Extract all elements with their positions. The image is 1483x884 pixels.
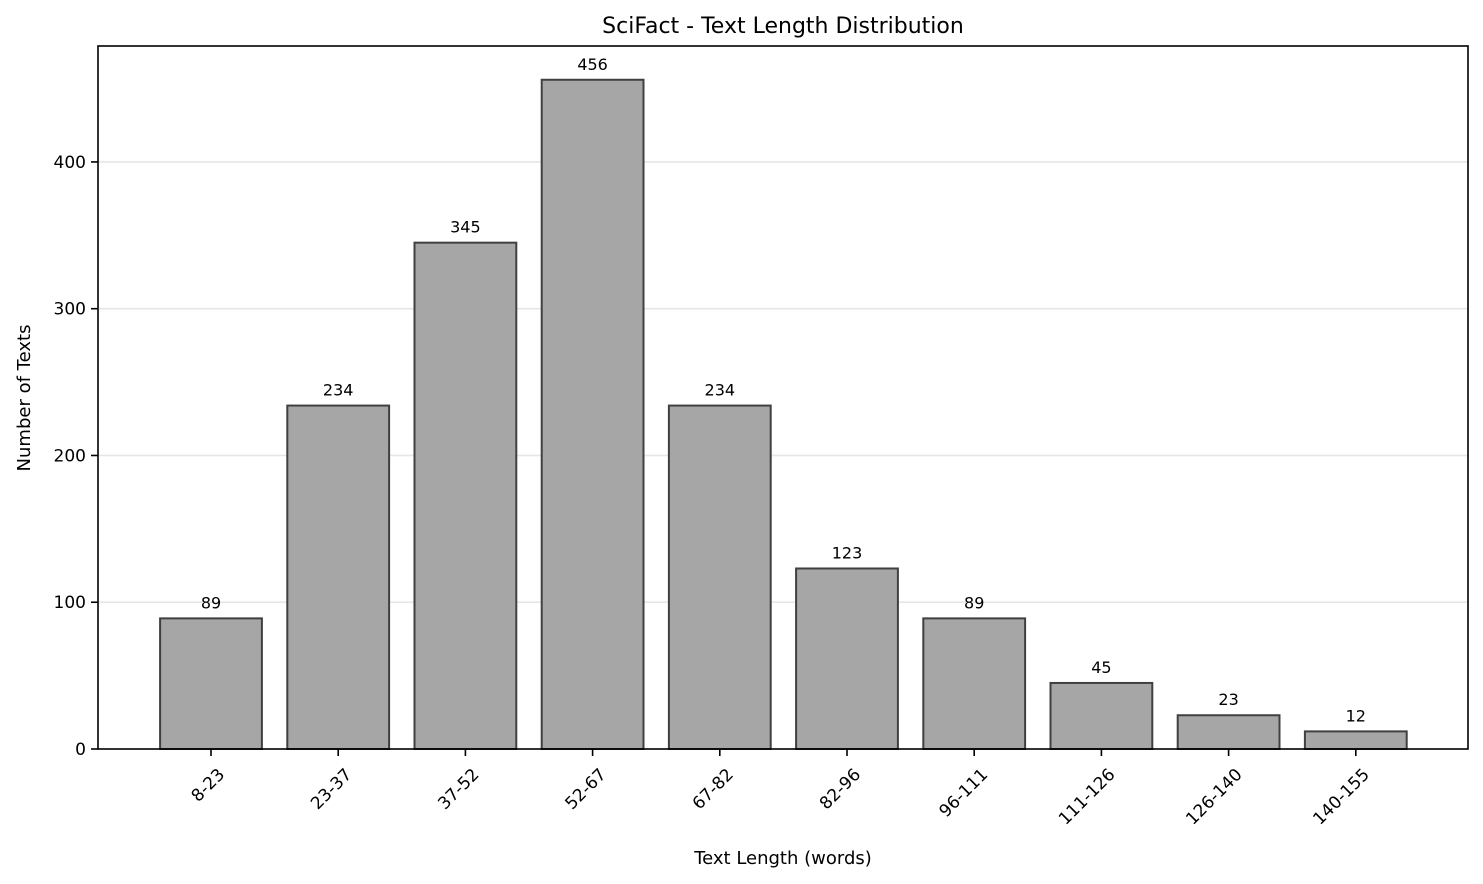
bar-82-96 — [795, 567, 899, 750]
y-tick-label-300: 300 — [54, 300, 86, 320]
bar-111-126 — [1049, 681, 1154, 751]
data-labels: 89 234 345 456 234 123 89 45 23 12 — [201, 55, 1366, 726]
bar-140-155 — [1303, 730, 1408, 750]
bar-96-111 — [922, 617, 1027, 750]
bar-67-82 — [667, 404, 772, 750]
bar-37-52 — [413, 241, 518, 750]
y-tick-label-200: 200 — [54, 446, 86, 466]
bar-52-67 — [540, 78, 645, 750]
data-label-67-82: 234 — [705, 381, 736, 400]
y-tick-label-100: 100 — [54, 593, 86, 613]
data-label-23-37: 234 — [323, 381, 354, 400]
y-tick-label-0: 0 — [75, 740, 86, 760]
y-tick-label-400: 400 — [54, 153, 86, 173]
chart-title: SciFact - Text Length Distribution — [602, 14, 964, 39]
data-label-52-67: 456 — [577, 55, 608, 74]
bars — [159, 78, 1408, 751]
data-label-111-126: 45 — [1091, 658, 1111, 677]
x-axis-label: Text Length (words) — [693, 848, 872, 869]
data-label-37-52: 345 — [450, 218, 481, 237]
plot-area-frame — [97, 45, 1469, 750]
y-axis-label: Number of Texts — [14, 325, 35, 472]
bar-8-23 — [159, 617, 263, 750]
data-label-140-155: 12 — [1346, 706, 1366, 725]
bar-23-37 — [286, 404, 391, 750]
data-label-82-96: 123 — [832, 543, 863, 562]
bar-126-140 — [1176, 714, 1281, 751]
data-label-126-140: 23 — [1218, 690, 1238, 709]
y-axis-ticks: 0 100 200 300 400 — [54, 153, 98, 760]
data-label-8-23: 89 — [201, 593, 221, 612]
data-label-96-111: 89 — [964, 593, 984, 612]
